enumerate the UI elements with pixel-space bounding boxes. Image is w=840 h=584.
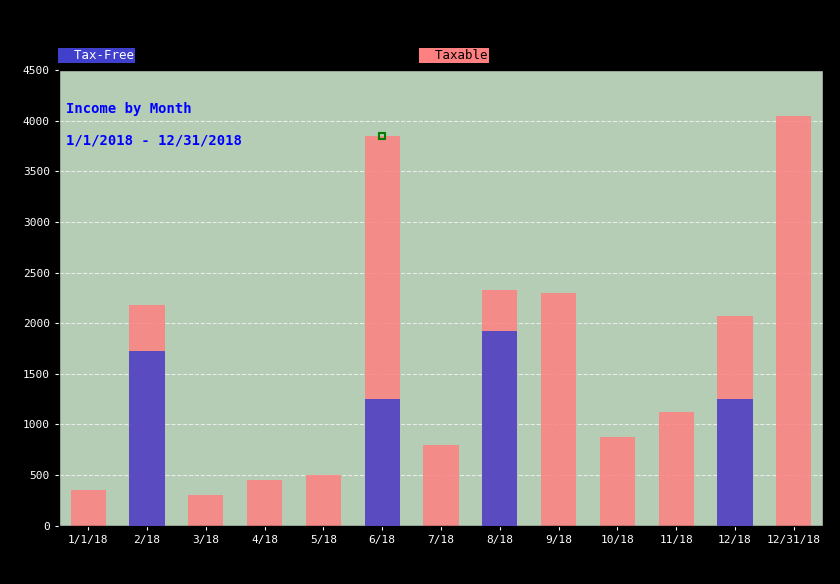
- Bar: [71, 490, 106, 526]
- Bar: [365, 136, 400, 526]
- Bar: [129, 351, 165, 526]
- Text: Taxable: Taxable: [420, 49, 487, 62]
- Bar: [659, 412, 694, 526]
- Bar: [482, 331, 517, 526]
- Bar: [600, 437, 635, 526]
- Bar: [717, 315, 753, 526]
- Bar: [306, 475, 341, 526]
- Text: Tax-Free: Tax-Free: [59, 49, 134, 62]
- Bar: [423, 444, 459, 526]
- Bar: [129, 305, 165, 526]
- Text: June 2018: $ 3,850 (Tax-Free: $ 1,250, Taxable: $ 2,600): June 2018: $ 3,850 (Tax-Free: $ 1,250, T…: [8, 561, 386, 572]
- Text: 1/1/2018 - 12/31/2018: 1/1/2018 - 12/31/2018: [66, 134, 242, 148]
- Bar: [776, 116, 811, 526]
- Bar: [541, 293, 576, 526]
- Bar: [247, 480, 282, 526]
- Bar: [717, 399, 753, 526]
- Bar: [365, 399, 400, 526]
- Bar: [482, 290, 517, 526]
- Bar: [188, 495, 223, 526]
- Text: Income by Month: Income by Month: [66, 102, 192, 116]
